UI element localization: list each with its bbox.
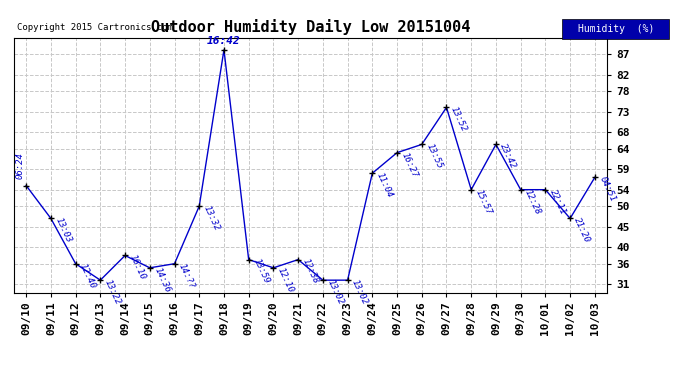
Text: 13:02: 13:02 xyxy=(326,278,345,306)
Text: 04:51: 04:51 xyxy=(598,175,617,204)
Text: 13:55: 13:55 xyxy=(424,142,444,171)
Text: 14:36: 14:36 xyxy=(152,266,172,294)
Text: 12:40: 12:40 xyxy=(78,262,97,290)
Text: Humidity  (%): Humidity (%) xyxy=(578,24,654,34)
Text: 13:52: 13:52 xyxy=(449,105,469,134)
Text: 13:32: 13:32 xyxy=(201,204,221,232)
Text: 06:24: 06:24 xyxy=(15,153,24,179)
Text: Copyright 2015 Cartronics.com: Copyright 2015 Cartronics.com xyxy=(17,23,172,32)
Text: 16:10: 16:10 xyxy=(128,254,147,282)
Text: 14:??: 14:?? xyxy=(177,262,197,290)
Text: 12:28: 12:28 xyxy=(523,188,542,216)
Text: 23:42: 23:42 xyxy=(498,142,518,171)
Text: 16:42: 16:42 xyxy=(207,36,241,46)
Text: 21:20: 21:20 xyxy=(573,216,592,244)
Text: 13:03: 13:03 xyxy=(53,216,73,244)
Text: 13:59: 13:59 xyxy=(251,258,270,286)
Text: 13:22: 13:22 xyxy=(103,278,122,306)
Title: Outdoor Humidity Daily Low 20151004: Outdoor Humidity Daily Low 20151004 xyxy=(151,19,470,35)
Text: 13:02: 13:02 xyxy=(350,278,370,306)
Text: 22:11: 22:11 xyxy=(548,188,567,216)
Text: 11:04: 11:04 xyxy=(375,171,394,200)
Text: 12:10: 12:10 xyxy=(276,266,295,294)
Text: 16:27: 16:27 xyxy=(400,151,419,179)
Text: 15:57: 15:57 xyxy=(474,188,493,216)
Text: 12:38: 12:38 xyxy=(301,258,320,286)
